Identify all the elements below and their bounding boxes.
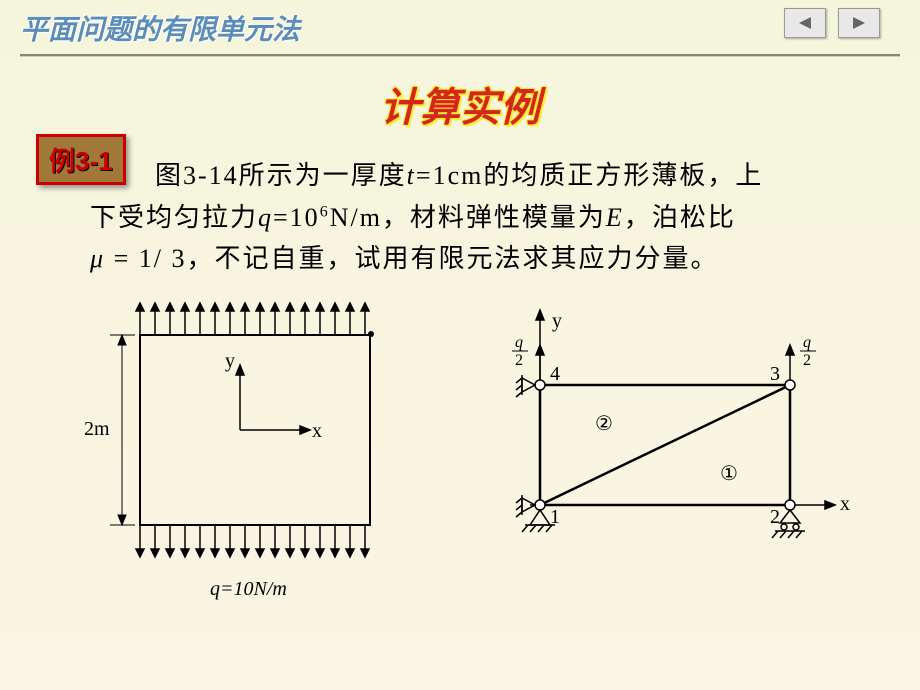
next-button[interactable]	[838, 8, 880, 38]
var-t: t	[407, 161, 416, 190]
diagram-area: 2m y x q=10N/m y x 1 2 3	[80, 295, 880, 655]
text-3b: ，不记自重，试用有限元法求其应力分量。	[186, 244, 718, 273]
right-x-label: x	[840, 493, 850, 515]
node-3: 3	[770, 363, 780, 385]
slide-header: 平面问题的有限单元法	[0, 0, 920, 52]
q2-right-top: q	[803, 334, 811, 351]
text-2d: ，泊松比	[624, 203, 736, 232]
elem-1: ①	[720, 463, 738, 485]
var-q: q	[258, 203, 273, 232]
header-title: 平面问题的有限单元法	[20, 15, 300, 46]
prev-button[interactable]	[784, 8, 826, 38]
node-4: 4	[550, 363, 560, 385]
var-mu: μ	[90, 244, 105, 273]
node-2: 2	[770, 506, 780, 528]
triangle-right-icon	[851, 15, 867, 31]
q2-left-top: q	[515, 334, 523, 351]
q2-right-bot: 2	[803, 352, 811, 369]
text-2b: =10	[273, 203, 320, 232]
q-label: q=10N/m	[210, 578, 287, 600]
q2-left-bot: 2	[515, 352, 523, 369]
left-y-label: y	[225, 350, 235, 372]
right-y-label: y	[552, 310, 562, 332]
triangle-left-icon	[797, 15, 813, 31]
text-1b: =1cm的均质正方形薄板，上	[416, 161, 763, 190]
dim-2m: 2m	[84, 418, 110, 440]
text-3a: = 1/ 3	[114, 244, 187, 273]
text-1a: 图3-14所示为一厚度	[155, 161, 407, 190]
var-E: E	[606, 203, 624, 232]
left-x-label: x	[312, 420, 322, 442]
text-2a: 下受均匀拉力	[90, 203, 258, 232]
exp-6: 6	[320, 203, 330, 220]
left-diagram: 2m y x q=10N/m	[80, 295, 420, 635]
text-2c: N/m，材料弹性模量为	[330, 203, 606, 232]
nav-buttons	[784, 8, 880, 38]
right-diagram: y x 1 2 3 4 ① ② q 2 q 2	[460, 305, 880, 585]
header-rule	[20, 54, 900, 57]
main-title: 计算实例	[0, 75, 920, 133]
elem-2: ②	[595, 413, 613, 435]
problem-text: 图3-14所示为一厚度t=1cm的均质正方形薄板，上 下受均匀拉力q=106N/…	[90, 155, 870, 280]
